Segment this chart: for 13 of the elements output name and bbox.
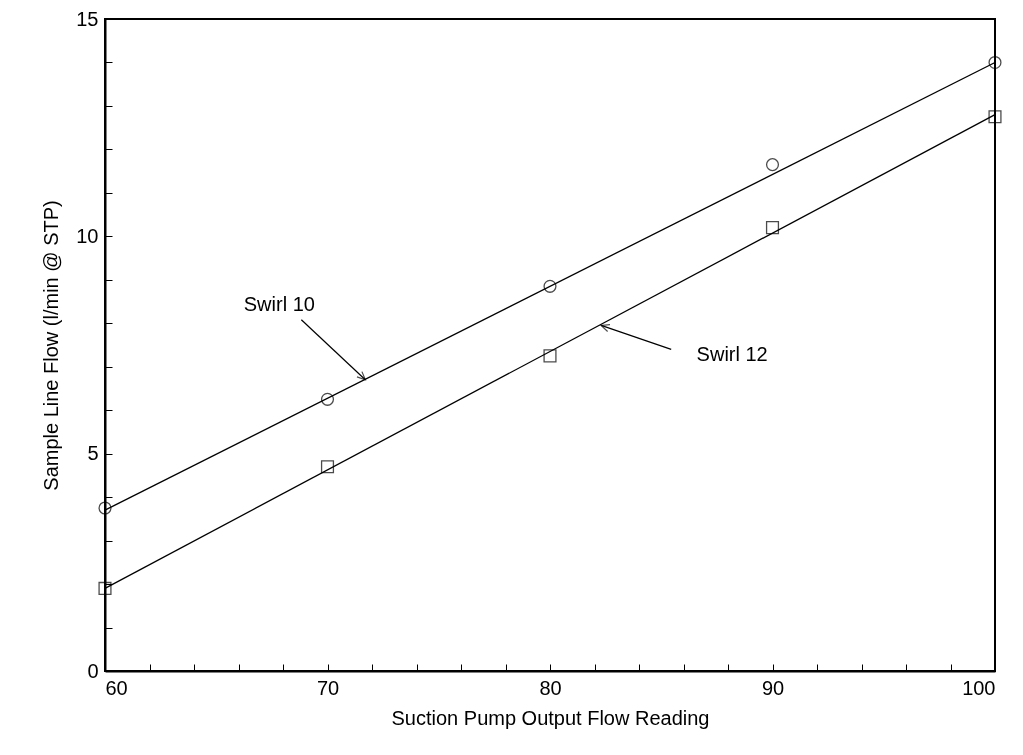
y-tick-label: 5 (87, 442, 99, 465)
x-tick-label: 90 (761, 676, 785, 699)
x-tick-label: 100 (962, 676, 996, 699)
y-axis-title: Sample Line Flow (l/min @ STP) (40, 200, 63, 491)
annotation: Swirl 12 (696, 343, 768, 366)
y-tick-label: 10 (76, 224, 99, 247)
y-tick-label: 0 (87, 659, 99, 682)
x-tick-label: 60 (105, 676, 128, 699)
x-axis-title: Suction Pump Output Flow Reading (391, 706, 710, 729)
annotation: Swirl 10 (243, 292, 315, 315)
y-tick-label: 15 (76, 7, 99, 30)
x-tick-label: 80 (539, 676, 562, 699)
x-tick-label: 70 (316, 676, 340, 699)
